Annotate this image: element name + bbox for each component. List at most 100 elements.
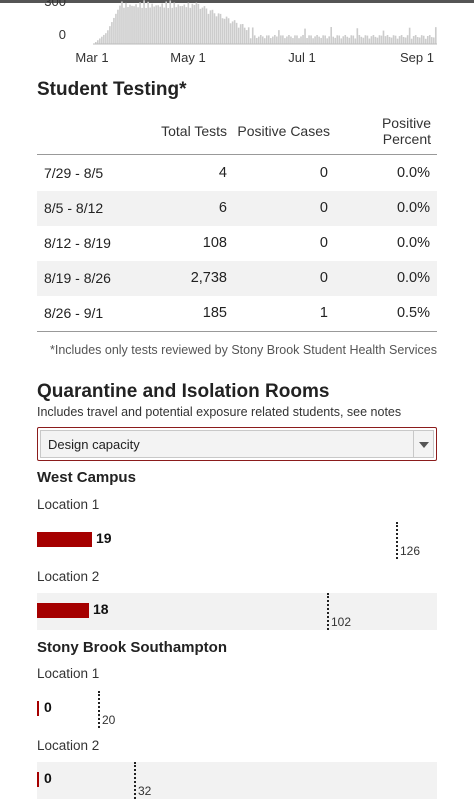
daily-case-bar [157, 5, 159, 44]
daily-case-bar [155, 5, 157, 44]
row-positive-cases: 0 [319, 200, 328, 216]
daily-case-bar [282, 35, 284, 44]
row-positive-percent: 0.0% [396, 270, 430, 286]
daily-case-bar [153, 6, 155, 44]
daily-case-bar [406, 35, 409, 44]
daily-case-bar [175, 7, 178, 44]
daily-case-bar [348, 37, 351, 44]
occupancy-value: 0 [44, 699, 52, 715]
daily-case-bar [388, 36, 391, 44]
daily-case-bar [386, 35, 389, 44]
table-bottom-divider [37, 331, 437, 332]
daily-case-bar [352, 35, 355, 44]
daily-case-bar [143, 0, 145, 44]
x-tick-may: May 1 [170, 50, 205, 65]
table-row: 7/29 - 8/5 4 0 0.0% [37, 156, 437, 191]
daily-case-bar [330, 27, 332, 44]
daily-case-bar [296, 35, 298, 44]
daily-case-bar [129, 4, 131, 45]
daily-case-bar [239, 24, 242, 44]
daily-case-bar [177, 4, 180, 45]
daily-case-bar [99, 38, 101, 44]
daily-case-bar [165, 1, 168, 45]
daily-case-bar [400, 35, 403, 44]
location-label: Location 1 [37, 666, 100, 681]
daily-case-bar [390, 37, 393, 44]
daily-case-bar [420, 35, 423, 44]
daily-case-bar [121, 1, 123, 44]
daily-case-bar [95, 42, 97, 44]
daily-case-bar [167, 7, 170, 45]
daily-case-bar [398, 36, 401, 44]
capacity-marker [134, 762, 136, 799]
daily-case-bar [372, 35, 375, 44]
capacity-value: 126 [400, 544, 421, 558]
daily-case-bar [233, 20, 236, 44]
chevron-down-icon[interactable] [413, 431, 433, 457]
daily-case-bar [109, 26, 111, 44]
daily-case-bar [304, 28, 306, 44]
daily-case-bar [354, 38, 357, 44]
row-positive-cases: 1 [319, 305, 328, 321]
daily-case-bar [219, 13, 222, 44]
daily-case-bar [183, 4, 186, 44]
daily-cases-bars [95, 0, 437, 45]
header-positive-percent-line2: Percent [382, 131, 431, 147]
header-divider [37, 154, 437, 155]
capacity-select[interactable]: Design capacity [37, 427, 437, 461]
daily-case-bar [314, 36, 316, 44]
daily-case-bar [225, 16, 228, 44]
daily-case-bar [292, 38, 294, 44]
row-positive-percent: 0.0% [396, 200, 430, 216]
daily-case-bar [169, 0, 172, 44]
daily-cases-chart-svg: 300 0 Mar 1 May 1 Jul 1 Sep 1 [44, 0, 437, 65]
daily-case-bar [107, 30, 109, 44]
daily-case-bar [257, 36, 260, 44]
daily-case-bar [350, 35, 353, 44]
occupancy-bar [37, 532, 92, 547]
location-label: Location 2 [37, 738, 100, 753]
daily-case-bar [119, 5, 121, 44]
daily-case-bar [362, 37, 365, 44]
daily-case-bar [384, 36, 387, 44]
daily-case-bar [223, 18, 226, 44]
daily-case-bar [181, 5, 184, 45]
daily-case-bar [261, 36, 264, 44]
row-total-tests: 108 [202, 235, 227, 251]
row-positive-cases: 0 [319, 165, 328, 181]
daily-case-bar [410, 38, 413, 44]
daily-case-bar [231, 21, 234, 44]
header-positive-cases: Positive Cases [237, 123, 330, 139]
daily-case-bar [418, 37, 421, 44]
student-testing-title: Student Testing* [37, 79, 187, 100]
daily-case-bar [221, 18, 224, 44]
header-total-tests: Total Tests [161, 123, 227, 139]
daily-case-bar [374, 36, 377, 44]
daily-case-bar [336, 35, 339, 44]
capacity-select-box[interactable]: Design capacity [40, 430, 434, 458]
row-date: 8/12 - 8/19 [44, 235, 111, 251]
daily-case-bar [328, 36, 330, 44]
daily-case-bar [149, 7, 151, 44]
daily-case-bar [237, 27, 240, 44]
x-tick-jul: Jul 1 [288, 50, 315, 65]
row-total-tests: 6 [218, 200, 227, 216]
daily-case-bar [300, 36, 302, 44]
daily-case-bar [380, 35, 383, 44]
daily-case-bar [424, 38, 427, 44]
daily-case-bar [179, 6, 182, 45]
daily-case-bar [288, 35, 290, 44]
daily-case-bar [243, 27, 246, 44]
daily-case-bar [414, 35, 417, 44]
daily-case-bar [326, 38, 328, 44]
daily-case-bar [201, 7, 204, 44]
capacity-value: 32 [138, 784, 152, 798]
daily-case-bar [115, 13, 117, 44]
table-row: 8/12 - 8/19 108 0 0.0% [37, 226, 437, 261]
daily-case-bar [171, 7, 174, 44]
row-date: 8/26 - 9/1 [44, 305, 104, 321]
daily-case-bar [103, 34, 105, 44]
daily-case-bar [189, 7, 192, 45]
daily-case-bar [382, 30, 385, 44]
daily-case-bar [249, 38, 252, 44]
